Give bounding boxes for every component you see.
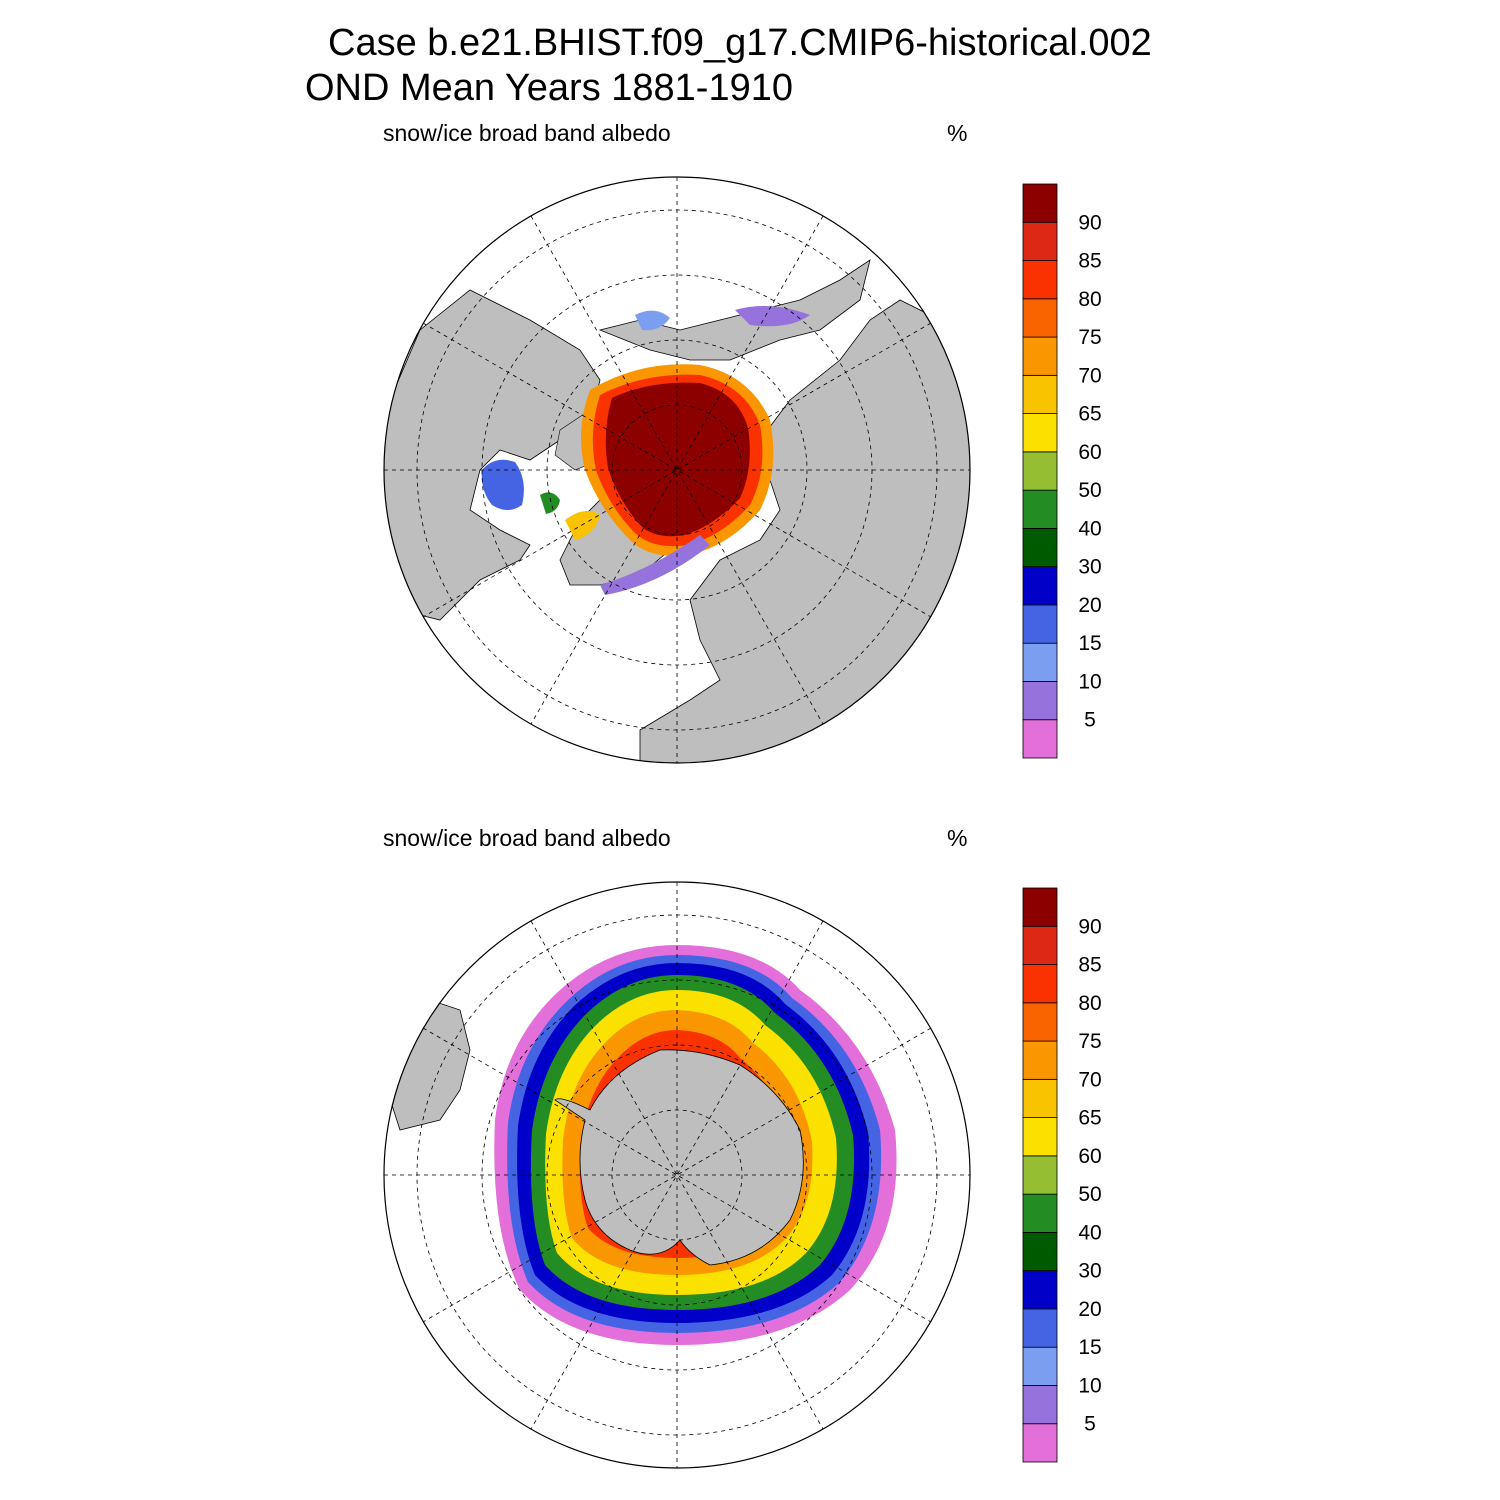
- south-colorbar-box: [1022, 964, 1058, 1004]
- north-colorbar-box: [1022, 221, 1058, 261]
- south-colorbar-label: 65: [1078, 1107, 1101, 1130]
- north-land-north-america: [384, 289, 601, 621]
- south-colorbar-label: 5: [1084, 1413, 1096, 1436]
- north-colorbar-box: [1022, 604, 1058, 644]
- north-colorbar-label: 15: [1078, 632, 1101, 655]
- north-ice-hudson-green: [540, 492, 560, 514]
- south-colorbar-label: 40: [1078, 1221, 1101, 1244]
- north-colorbar-box: [1022, 489, 1058, 529]
- north-colorbar-box: [1022, 566, 1058, 606]
- north-colorbar-box: [1022, 374, 1058, 415]
- north-colorbar-box: [1022, 528, 1058, 568]
- south-colorbar-label: 70: [1078, 1068, 1101, 1091]
- south-colorbar-box: [1022, 1155, 1058, 1195]
- south-colorbar-label: 80: [1078, 992, 1101, 1015]
- north-colorbar: 5 10 15 20 30 40 50 60 65 70 75 80 85 90: [1022, 183, 1102, 759]
- south-graticule: [384, 882, 970, 1468]
- south-colorbar-box: [1022, 1346, 1058, 1386]
- north-graticule: [384, 177, 970, 763]
- north-colorbar-label: 5: [1084, 709, 1096, 732]
- figure-title-line1: Case b.e21.BHIST.f09_g17.CMIP6-historica…: [328, 22, 1152, 64]
- south-map-border: [383, 881, 971, 1469]
- south-colorbar-box: [1022, 1193, 1058, 1233]
- north-colorbar-box: [1022, 183, 1058, 223]
- north-colorbar-box: [1022, 336, 1058, 376]
- south-colorbar-box: [1022, 1002, 1058, 1042]
- south-land-antarctica: [554, 1049, 804, 1266]
- north-colorbar-box: [1022, 298, 1058, 338]
- north-units-label: %: [947, 120, 967, 146]
- south-colorbar-label: 15: [1078, 1336, 1101, 1359]
- south-colorbar-box: [1022, 1385, 1058, 1425]
- north-colorbar-box: [1022, 260, 1058, 300]
- north-colorbar-box: [1022, 413, 1058, 453]
- north-colorbar-box: [1022, 681, 1058, 721]
- south-colorbar-box: [1022, 1232, 1058, 1272]
- north-colorbar-label: 75: [1078, 326, 1101, 349]
- north-colorbar-label: 50: [1078, 479, 1101, 502]
- north-colorbar-box: [1022, 451, 1058, 491]
- south-colorbar-box: [1022, 1040, 1058, 1080]
- south-colorbar: 5 10 15 20 30 40 50 60 65 70 75 80 85 90: [1022, 887, 1102, 1463]
- south-colorbar-box: [1022, 1308, 1058, 1348]
- north-map-border: [383, 176, 971, 764]
- south-polar-map: [383, 881, 971, 1469]
- north-ice-core: [605, 382, 750, 537]
- north-ice-atlantic-edge: [600, 535, 710, 595]
- north-colorbar-label: 10: [1078, 670, 1101, 693]
- south-colorbar-box: [1022, 925, 1058, 965]
- south-colorbar-box: [1022, 887, 1058, 927]
- north-colorbar-label: 90: [1078, 211, 1101, 234]
- north-colorbar-label: 85: [1078, 250, 1101, 273]
- south-colorbar-label: 10: [1078, 1374, 1101, 1397]
- south-variable-label: snow/ice broad band albedo: [383, 825, 671, 851]
- north-colorbar-label: 30: [1078, 556, 1101, 579]
- north-colorbar-box: [1022, 719, 1058, 759]
- south-colorbar-label: 75: [1078, 1030, 1101, 1053]
- north-colorbar-label: 40: [1078, 517, 1101, 540]
- south-colorbar-box: [1022, 1423, 1058, 1463]
- north-ice-baffin: [565, 511, 600, 540]
- north-ice-okhotsk: [735, 306, 810, 327]
- south-colorbar-label: 30: [1078, 1260, 1101, 1283]
- north-ice-bering: [635, 310, 670, 331]
- north-colorbar-label: 70: [1078, 364, 1101, 387]
- south-colorbar-box: [1022, 1270, 1058, 1310]
- north-colorbar-box: [1022, 642, 1058, 682]
- north-colorbar-label: 20: [1078, 594, 1101, 617]
- south-colorbar-label: 90: [1078, 915, 1101, 938]
- north-colorbar-label: 65: [1078, 403, 1101, 426]
- figure-title-line2: OND Mean Years 1881-1910: [305, 67, 793, 109]
- south-colorbar-box: [1022, 1078, 1058, 1119]
- south-colorbar-box: [1022, 1117, 1058, 1157]
- south-colorbar-label: 60: [1078, 1145, 1101, 1168]
- south-units-label: %: [947, 825, 967, 851]
- north-land-siberia-east: [598, 259, 871, 361]
- south-colorbar-label: 85: [1078, 954, 1101, 977]
- north-colorbar-label: 80: [1078, 288, 1101, 311]
- north-polar-map: [383, 176, 971, 764]
- north-colorbar-label: 60: [1078, 441, 1101, 464]
- south-colorbar-label: 50: [1078, 1183, 1101, 1206]
- north-ice-hudson-blue: [481, 459, 524, 510]
- south-colorbar-label: 20: [1078, 1298, 1101, 1321]
- north-variable-label: snow/ice broad band albedo: [383, 120, 671, 146]
